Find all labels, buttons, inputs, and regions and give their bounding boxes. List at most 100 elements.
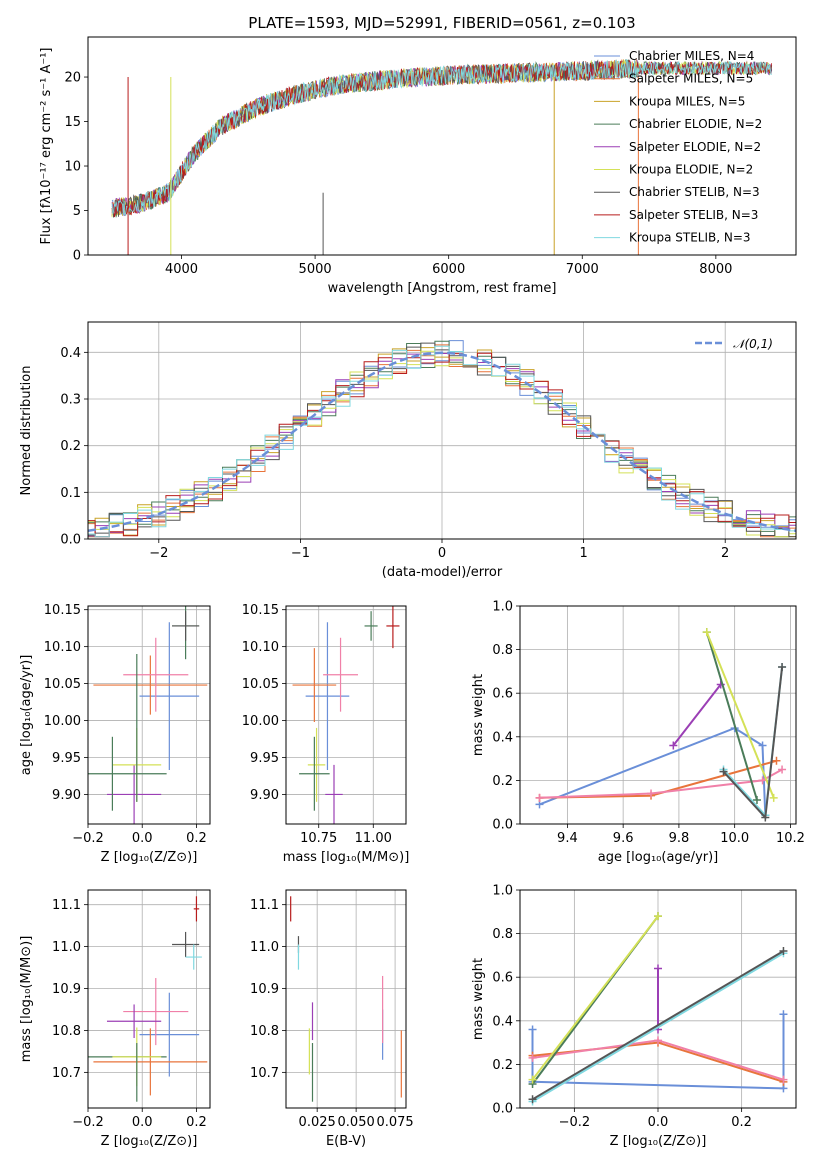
- weight-vs-age-series-line: [539, 768, 783, 799]
- residuals-xtick-label: 1: [579, 546, 587, 561]
- spectrum-plot-area: [111, 59, 773, 255]
- weight-vs-age-marker: [778, 765, 787, 774]
- weight-vs-age-marker: [669, 741, 678, 750]
- weight-vs-age-marker: [778, 663, 787, 672]
- residuals-xtick-label: 2: [721, 546, 729, 561]
- residuals-ytick-label: 0.4: [60, 346, 81, 361]
- weight-vs-Z-marker: [528, 1025, 537, 1034]
- age-vs-Z-ytick-label: 10.00: [44, 714, 81, 729]
- mass-vs-ebv-frame: [285, 889, 407, 1109]
- mass-vs-Z-ylabel: mass [log₁₀(M/M⊙)]: [19, 936, 34, 1063]
- weight-vs-age-plot-area: [535, 628, 787, 822]
- residuals-frame: [87, 321, 797, 540]
- weight-vs-age-xtick-label: 10.0: [720, 831, 749, 846]
- weight-vs-Z-xlabel: Z [log₁₀(Z/Z⊙)]: [610, 1134, 707, 1149]
- weight-vs-Z-plot-area: [528, 912, 788, 1106]
- age-vs-mass-xtick-label: 11.00: [355, 831, 392, 846]
- legend-label: Kroupa MILES, N=5: [629, 94, 745, 108]
- spectrum-frame: [87, 36, 797, 256]
- weight-vs-age-marker: [761, 813, 770, 822]
- mass-vs-ebv-ytick-label: 10.7: [250, 1066, 279, 1081]
- spectrum-title: PLATE=1593, MJD=52991, FIBERID=0561, z=0…: [248, 14, 635, 32]
- mass-vs-Z-xtick-label: 0.0: [132, 1115, 153, 1130]
- age-vs-mass-plot-area: [292, 606, 400, 824]
- mass-vs-ebv-ytick-label: 10.8: [250, 1024, 279, 1039]
- weight-vs-age-series-line: [705, 631, 758, 801]
- weight-vs-age-marker: [535, 793, 544, 802]
- spectrum-xtick-label: 6000: [432, 262, 465, 277]
- age-vs-Z-xtick-label: 0.0: [132, 831, 153, 846]
- residual-histogram: [88, 350, 796, 538]
- weight-vs-Z-marker: [528, 1075, 537, 1084]
- weight-vs-Z-ytick-label: 0.0: [492, 1102, 513, 1117]
- age-vs-mass-ytick-label: 10.10: [242, 640, 279, 655]
- weight-vs-Z-series-line: [531, 952, 785, 1103]
- weight-vs-age-ytick-label: 0.2: [492, 774, 513, 789]
- weight-vs-Z-ytick-label: 0.6: [492, 971, 513, 986]
- weight-vs-age-xlabel: age [log₁₀(age/yr)]: [598, 850, 719, 865]
- spectrum-series-line: [111, 59, 773, 218]
- weight-vs-Z-marker: [779, 1010, 788, 1019]
- residuals-plot-area: [88, 340, 796, 538]
- residuals-xtick-label: −2: [149, 546, 168, 561]
- weight-vs-Z-series-line: [531, 915, 659, 1081]
- weight-vs-age-marker: [758, 741, 767, 750]
- weight-vs-Z-marker: [654, 912, 662, 921]
- spectrum-ytick-label: 0: [73, 249, 81, 264]
- mass-vs-Z-ytick-label: 10.7: [52, 1066, 81, 1081]
- spectrum-ytick-label: 15: [64, 115, 81, 130]
- age-vs-Z-xlabel: Z [log₁₀(Z/Z⊙)]: [101, 850, 198, 865]
- residuals-panel: −2 −1 0 1 2 0.0 0.1 0.2 0.3 0.4 (data-model)/error…: [19, 321, 797, 580]
- weight-vs-Z-frame: [519, 889, 797, 1109]
- weight-vs-age-xtick-label: 9.8: [669, 831, 690, 846]
- weight-vs-Z-panel: −0.2 0.0 0.2 0.0 0.2 0.4 0.6 0.8 1.0 Z [log₁₀(Z/Z…: [471, 884, 797, 1149]
- age-vs-mass-panel: 10.75 11.00 9.90 9.95 10.00 10.05 10.10 10.15 ma…: [242, 603, 409, 865]
- residual-histogram: [88, 347, 796, 538]
- legend-label: Salpeter STELIB, N=3: [629, 208, 758, 222]
- weight-vs-Z-ylabel: mass weight: [471, 958, 486, 1040]
- weight-vs-age-xtick-label: 9.4: [557, 831, 578, 846]
- weight-vs-Z-ytick-label: 0.8: [492, 927, 513, 942]
- mass-vs-Z-plot-area: [88, 896, 208, 1102]
- weight-vs-age-series-line: [672, 683, 722, 747]
- weight-vs-age-panel: 9.4 9.6 9.8 10.0 10.2 0.0 0.2 0.4 0.6 0.8 1.0 age […: [471, 600, 805, 866]
- weight-vs-age-ytick-label: 0.4: [492, 730, 513, 745]
- weight-vs-Z-ytick-label: 0.2: [492, 1058, 513, 1073]
- weight-vs-age-xtick-label: 9.6: [613, 831, 634, 846]
- weight-vs-age-ytick-label: 0.8: [492, 643, 513, 658]
- mass-vs-ebv-xtick-label: 0.050: [338, 1115, 375, 1130]
- age-vs-Z-ytick-label: 9.95: [52, 751, 81, 766]
- gaussian-curve: [88, 351, 796, 533]
- spectrum-xtick-label: 8000: [699, 262, 732, 277]
- mass-vs-ebv-xlabel: E(B-V): [326, 1134, 366, 1149]
- weight-vs-age-marker: [702, 628, 711, 637]
- spectrum-xtick-label: 5000: [299, 262, 332, 277]
- weight-vs-Z-marker: [654, 1036, 662, 1045]
- weight-vs-Z-xtick-label: 0.0: [648, 1115, 669, 1130]
- age-vs-mass-ytick-label: 10.15: [242, 603, 279, 618]
- residuals-ytick-label: 0.3: [60, 393, 81, 408]
- weight-vs-Z-xtick-label: −0.2: [559, 1115, 591, 1130]
- weight-vs-age-frame: [519, 605, 797, 825]
- age-vs-Z-plot-area: [88, 606, 208, 824]
- weight-vs-age-ytick-label: 0.0: [492, 818, 513, 833]
- age-vs-mass-ytick-label: 9.95: [250, 751, 279, 766]
- mass-vs-ebv-xtick-label: 0.025: [299, 1115, 336, 1130]
- legend-label: Kroupa STELIB, N=3: [629, 231, 751, 245]
- residuals-ytick-label: 0.2: [60, 439, 81, 454]
- spectrum-xtick-label: 4000: [165, 262, 198, 277]
- weight-vs-age-marker: [647, 789, 656, 798]
- age-vs-mass-ytick-label: 9.90: [250, 788, 279, 803]
- mass-vs-Z-ytick-label: 10.8: [52, 1024, 81, 1039]
- age-vs-Z-ytick-label: 10.05: [44, 677, 81, 692]
- mass-vs-Z-frame: [87, 889, 211, 1109]
- age-vs-mass-ytick-label: 10.05: [242, 677, 279, 692]
- mass-vs-Z-panel: −0.2 0.0 0.2 10.7 10.8 10.9 11.0 11.1 Z [log₁₀(Z…: [19, 889, 211, 1149]
- weight-vs-Z-marker: [779, 947, 788, 956]
- weight-vs-Z-xtick-label: 0.2: [731, 1115, 752, 1130]
- legend-label: Chabrier MILES, N=4: [629, 49, 754, 63]
- age-vs-Z-ytick-label: 10.15: [44, 603, 81, 618]
- mass-vs-Z-ytick-label: 11.0: [52, 940, 81, 955]
- age-vs-Z-ylabel: age [log₁₀(age/yr)]: [19, 655, 34, 776]
